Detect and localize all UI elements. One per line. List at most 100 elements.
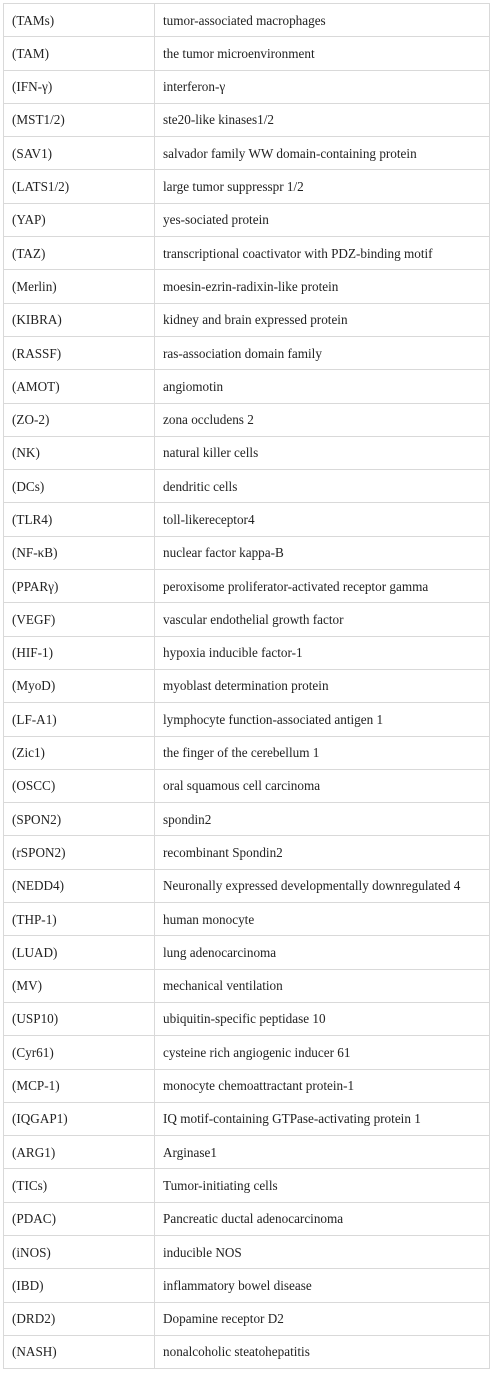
table-row: (MCP-1) monocyte chemoattractant protein-… xyxy=(3,1068,490,1103)
abbreviation-cell: (NASH) xyxy=(3,1334,155,1370)
abbreviation-cell: (VEGF) xyxy=(3,602,155,637)
definition-cell: Tumor-initiating cells xyxy=(154,1168,490,1203)
table-row: (Merlin) moesin-ezrin-radixin-like protei… xyxy=(3,269,490,304)
abbreviation-cell: (ZO-2) xyxy=(3,402,155,437)
abbreviation-cell: (TAMs) xyxy=(3,2,155,38)
abbreviation-cell: (IBD) xyxy=(3,1268,155,1303)
table-row: (TAM) the tumor microenvironment xyxy=(3,36,490,71)
abbreviation-cell: (MyoD) xyxy=(3,668,155,704)
table-row: (THP-1) human monocyte xyxy=(3,902,490,937)
definition-cell: nonalcoholic steatohepatitis xyxy=(154,1334,490,1370)
table-row: (HIF-1) hypoxia inducible factor-1 xyxy=(3,635,490,670)
definition-cell: interferon-γ xyxy=(154,69,490,104)
definition-cell: ubiquitin-specific peptidase 10 xyxy=(154,1001,490,1037)
table-row: (DCs) dendritic cells xyxy=(3,469,490,504)
table-row: (rSPON2) recombinant Spondin2 xyxy=(3,835,490,870)
abbreviation-cell: (NEDD4) xyxy=(3,868,155,904)
definition-cell: angiomotin xyxy=(154,369,490,404)
table-row: (TAZ) transcriptional coactivator with PD… xyxy=(3,236,490,271)
definition-cell: natural killer cells xyxy=(154,435,490,471)
table-row: (iNOS) inducible NOS xyxy=(3,1234,490,1270)
table-row: (NK) natural killer cells xyxy=(3,435,490,471)
abbreviation-cell: (SAV1) xyxy=(3,136,155,171)
abbreviation-cell: (TICs) xyxy=(3,1168,155,1203)
definition-cell: the tumor microenvironment xyxy=(154,36,490,71)
abbreviation-table: (TAMs) tumor-associated macrophages (TAM) t… xyxy=(3,2,490,1370)
definition-cell: cysteine rich angiogenic inducer 61 xyxy=(154,1035,490,1070)
table-row: (TLR4) toll-likereceptor4 xyxy=(3,502,490,537)
abbreviation-cell: (rSPON2) xyxy=(3,835,155,870)
definition-cell: ras-association domain family xyxy=(154,335,490,371)
definition-cell: ste20-like kinases1/2 xyxy=(154,102,490,138)
definition-cell: tumor-associated macrophages xyxy=(154,2,490,38)
abbreviation-cell: (AMOT) xyxy=(3,369,155,404)
definition-cell: moesin-ezrin-radixin-like protein xyxy=(154,269,490,304)
definition-cell: inflammatory bowel disease xyxy=(154,1268,490,1303)
definition-cell: myoblast determination protein xyxy=(154,668,490,704)
table-row: (USP10) ubiquitin-specific peptidase 10 xyxy=(3,1001,490,1037)
definition-cell: human monocyte xyxy=(154,902,490,937)
abbreviation-cell: (IQGAP1) xyxy=(3,1101,155,1137)
definition-cell: Pancreatic ductal adenocarcinoma xyxy=(154,1201,490,1236)
definition-cell: the finger of the cerebellum 1 xyxy=(154,735,490,770)
definition-cell: vascular endothelial growth factor xyxy=(154,602,490,637)
definition-cell: monocyte chemoattractant protein-1 xyxy=(154,1068,490,1103)
abbreviation-cell: (Zic1) xyxy=(3,735,155,770)
definition-cell: dendritic cells xyxy=(154,469,490,504)
table-row: (IBD) inflammatory bowel disease xyxy=(3,1268,490,1303)
abbreviation-cell: (KIBRA) xyxy=(3,302,155,337)
table-row: (LUAD) lung adenocarcinoma xyxy=(3,935,490,970)
abbreviation-cell: (LUAD) xyxy=(3,935,155,970)
definition-cell: spondin2 xyxy=(154,802,490,837)
table-row: (SPON2) spondin2 xyxy=(3,802,490,837)
abbreviation-cell: (DCs) xyxy=(3,469,155,504)
table-row: (YAP) yes-sociated protein xyxy=(3,202,490,238)
definition-cell: lymphocyte function-associated antigen 1 xyxy=(154,702,490,737)
definition-cell: kidney and brain expressed protein xyxy=(154,302,490,337)
table-row: (KIBRA) kidney and brain expressed protei… xyxy=(3,302,490,337)
abbreviation-cell: (MV) xyxy=(3,968,155,1003)
table-row: (LF-A1) lymphocyte function-associated an… xyxy=(3,702,490,737)
abbreviation-cell: (TAM) xyxy=(3,36,155,71)
abbreviation-cell: (RASSF) xyxy=(3,335,155,371)
abbreviation-cell: (USP10) xyxy=(3,1001,155,1037)
definition-cell: oral squamous cell carcinoma xyxy=(154,768,490,804)
abbreviation-cell: (Cyr61) xyxy=(3,1035,155,1070)
table-row: (VEGF) vascular endothelial growth factor xyxy=(3,602,490,637)
abbreviation-cell: (IFN-γ) xyxy=(3,69,155,104)
abbreviation-cell: (iNOS) xyxy=(3,1234,155,1270)
definition-cell: transcriptional coactivator with PDZ-bin… xyxy=(154,236,490,271)
table-row: (RASSF) ras-association domain family xyxy=(3,335,490,371)
definition-cell: IQ motif-containing GTPase-activating pr… xyxy=(154,1101,490,1137)
abbreviation-cell: (YAP) xyxy=(3,202,155,238)
table-row: (MV) mechanical ventilation xyxy=(3,968,490,1003)
table-row: (NEDD4) Neuronally expressed developmenta… xyxy=(3,868,490,904)
table-row: (SAV1) salvador family WW domain-containi… xyxy=(3,136,490,171)
definition-cell: toll-likereceptor4 xyxy=(154,502,490,537)
abbreviation-cell: (TLR4) xyxy=(3,502,155,537)
abbreviation-cell: (ARG1) xyxy=(3,1135,155,1170)
abbreviation-cell: (TAZ) xyxy=(3,236,155,271)
table-row: (IQGAP1) IQ motif-containing GTPase-activ… xyxy=(3,1101,490,1137)
table-row: (PPARγ) peroxisome proliferator-activated… xyxy=(3,569,490,604)
table-row: (Zic1) the finger of the cerebellum 1 xyxy=(3,735,490,770)
definition-cell: large tumor suppresspr 1/2 xyxy=(154,169,490,204)
definition-cell: lung adenocarcinoma xyxy=(154,935,490,970)
definition-cell: Neuronally expressed developmentally dow… xyxy=(154,868,490,904)
definition-cell: Dopamine receptor D2 xyxy=(154,1301,490,1336)
abbreviation-cell: (NK) xyxy=(3,435,155,471)
table-row: (OSCC) oral squamous cell carcinoma xyxy=(3,768,490,804)
abbreviation-cell: (MST1/2) xyxy=(3,102,155,138)
table-row: (IFN-γ) interferon-γ xyxy=(3,69,490,104)
table-row: (NF-κB) nuclear factor kappa-B xyxy=(3,535,490,571)
definition-cell: yes-sociated protein xyxy=(154,202,490,238)
table-row: (LATS1/2) large tumor suppresspr 1/2 xyxy=(3,169,490,204)
abbreviation-cell: (LF-A1) xyxy=(3,702,155,737)
abbreviation-cell: (LATS1/2) xyxy=(3,169,155,204)
table-row: (AMOT) angiomotin xyxy=(3,369,490,404)
definition-cell: peroxisome proliferator-activated recept… xyxy=(154,569,490,604)
abbreviation-cell: (SPON2) xyxy=(3,802,155,837)
definition-cell: Arginase1 xyxy=(154,1135,490,1170)
definition-cell: zona occludens 2 xyxy=(154,402,490,437)
